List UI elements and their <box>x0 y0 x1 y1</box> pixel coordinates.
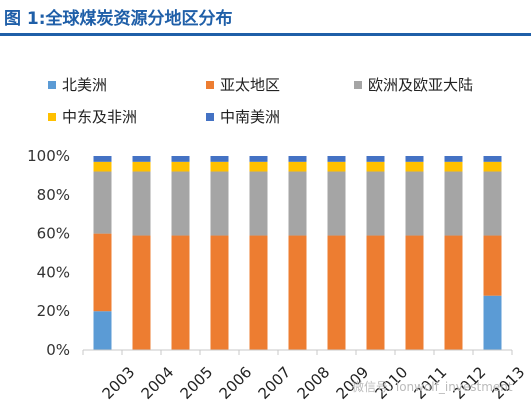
bar-segment <box>132 235 151 350</box>
bar-segment <box>93 171 112 234</box>
legend-item-south-central-america: 中南美洲 <box>206 106 280 127</box>
bar-segment <box>405 161 424 172</box>
legend-label: 中南美洲 <box>220 108 281 126</box>
bar-segment <box>366 235 385 350</box>
bar-segment <box>327 161 346 172</box>
bar-segment <box>327 235 346 350</box>
bar-segment <box>93 161 112 172</box>
bar-segment <box>444 156 463 162</box>
bar-segment <box>249 161 268 172</box>
x-tick-label: 2006 <box>216 363 256 403</box>
bar-segment <box>93 311 112 350</box>
bar-segment <box>171 235 190 350</box>
y-tick-label: 40% <box>37 263 70 281</box>
bar-segment <box>288 235 307 350</box>
bar-segment <box>405 235 424 350</box>
bar-segment <box>366 161 385 172</box>
x-tick-label: 2004 <box>138 363 178 403</box>
bar-segment <box>405 156 424 162</box>
watermark: 微信号: lonwolf_investment <box>352 380 513 394</box>
bar-segment <box>210 161 229 172</box>
legend-swatch <box>48 112 56 121</box>
bar-segment <box>210 171 229 236</box>
bar-segment <box>366 156 385 162</box>
bar-segment <box>210 156 229 162</box>
legend-label: 北美洲 <box>62 76 108 94</box>
bar-segment <box>288 171 307 236</box>
bar-segment <box>132 156 151 162</box>
legend-swatch <box>206 80 214 89</box>
bar-segment <box>171 161 190 172</box>
chart-title: 图 1:全球煤炭资源分地区分布 <box>4 9 233 29</box>
bar-segment <box>249 235 268 350</box>
bar-segment <box>444 171 463 236</box>
legend-item-middle-east-africa: 中东及非洲 <box>48 106 137 127</box>
x-tick-label: 2005 <box>177 363 217 403</box>
bar-segment <box>249 171 268 236</box>
bar-segment <box>171 171 190 236</box>
bar-segment <box>483 295 502 350</box>
legend-label: 中东及非洲 <box>62 108 138 126</box>
legend-swatch <box>48 80 56 89</box>
bar-segment <box>405 171 424 236</box>
y-tick-label: 60% <box>37 225 70 243</box>
bar-segment <box>483 156 502 162</box>
legend-swatch <box>354 80 362 89</box>
bar-segment <box>444 161 463 172</box>
bar-segment <box>327 156 346 162</box>
bar-segment <box>288 156 307 162</box>
bar-segment <box>483 235 502 296</box>
bar-segment <box>93 233 112 312</box>
y-tick-label: 80% <box>37 186 70 204</box>
x-tick-label: 2003 <box>99 363 139 403</box>
bar-segment <box>483 161 502 172</box>
legend-swatch <box>206 112 214 121</box>
y-tick-label: 20% <box>37 302 70 320</box>
x-tick-label: 2007 <box>255 363 295 403</box>
y-tick-label: 100% <box>27 147 70 165</box>
title-divider <box>0 33 531 36</box>
bar-segment <box>444 235 463 350</box>
bar-segment <box>249 156 268 162</box>
bar-segment <box>132 171 151 236</box>
legend-label: 亚太地区 <box>220 76 281 94</box>
bar-segment <box>327 171 346 236</box>
bar-segment <box>171 156 190 162</box>
y-tick-label: 0% <box>46 341 70 359</box>
legend-label: 欧洲及欧亚大陆 <box>368 76 474 94</box>
bar-segment <box>288 161 307 172</box>
bar-segment <box>210 235 229 350</box>
legend-item-asia-pacific: 亚太地区 <box>206 74 280 95</box>
bar-segment <box>483 171 502 236</box>
x-tick-label: 2008 <box>294 363 334 403</box>
bar-segment <box>132 161 151 172</box>
bar-segment <box>366 171 385 236</box>
legend-item-north-america: 北美洲 <box>48 74 107 95</box>
bar-segment <box>93 156 112 162</box>
legend-item-europe-eurasia: 欧洲及欧亚大陆 <box>354 74 473 95</box>
